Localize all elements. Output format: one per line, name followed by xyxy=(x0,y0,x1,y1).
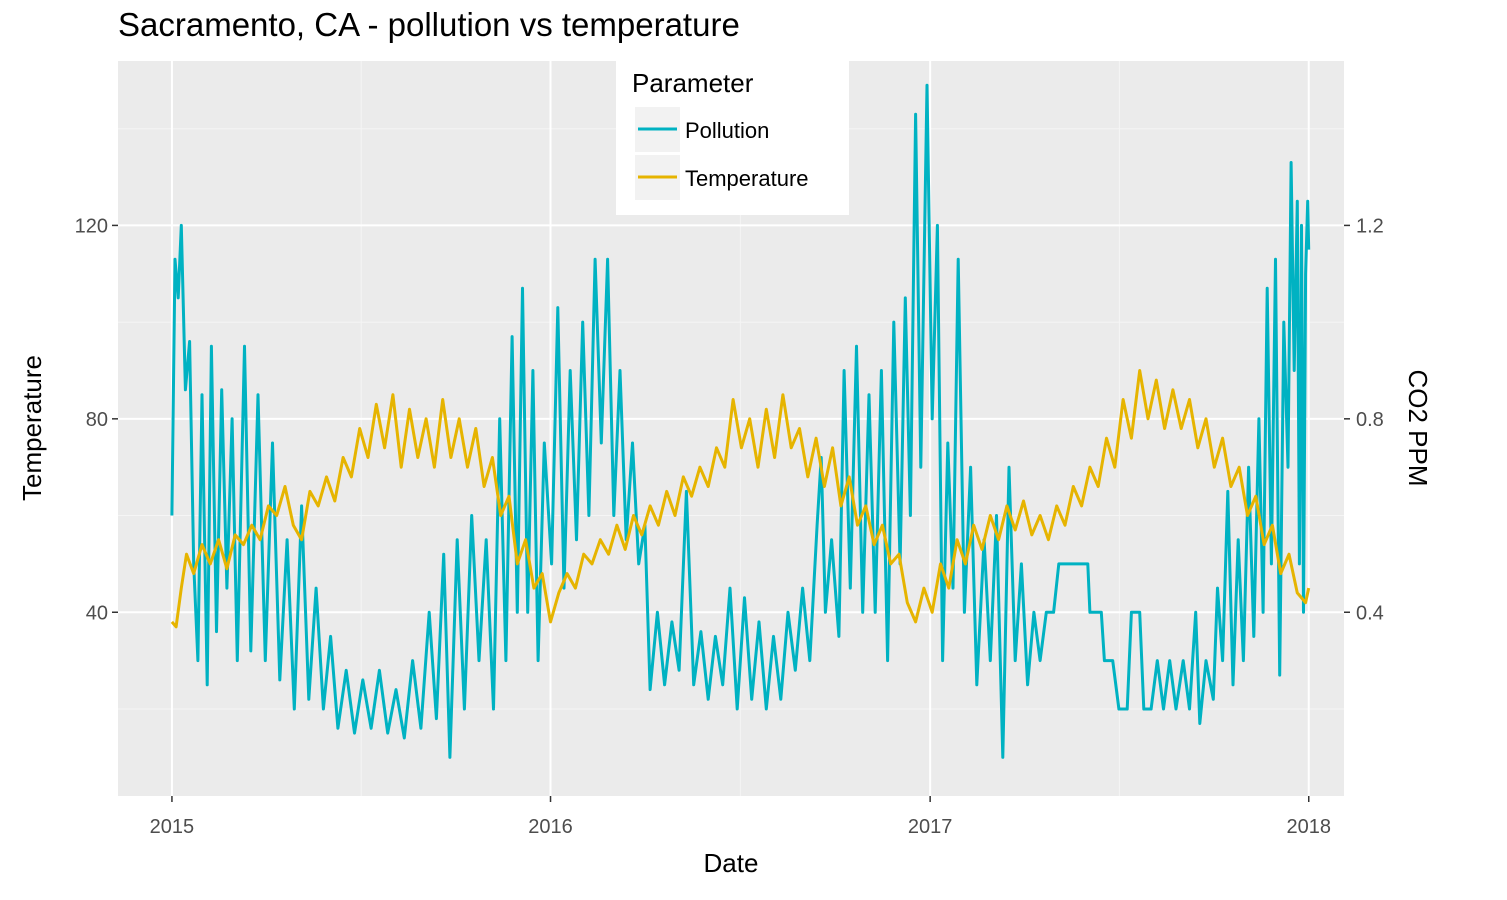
y-tick-label-left: 40 xyxy=(86,602,108,624)
y-tick-label-left: 80 xyxy=(86,409,108,431)
x-tick-label: 2018 xyxy=(1286,816,1331,838)
y-axis-title-left: Temperature xyxy=(17,355,47,501)
legend-items: Pollution Temperature xyxy=(635,107,809,200)
chart-title: Sacramento, CA - pollution vs temperatur… xyxy=(118,6,740,43)
series-layer xyxy=(170,83,1311,759)
y-axis-left: 40 80 120 xyxy=(75,215,118,624)
x-axis: 2015 2016 2017 2018 xyxy=(150,796,1331,838)
series-line-pollution xyxy=(170,83,1311,759)
x-tick-label: 2016 xyxy=(528,816,573,838)
y-axis-right: 0.4 0.8 1.2 xyxy=(1344,215,1384,624)
series-line-temperature xyxy=(170,369,1311,629)
legend-label-pollution: Pollution xyxy=(685,118,769,143)
x-axis-title: Date xyxy=(704,848,759,878)
y-tick-label-right: 0.4 xyxy=(1356,602,1384,624)
legend-title: Parameter xyxy=(632,68,754,98)
y-axis-title-right: CO2 PPM xyxy=(1403,369,1433,486)
y-tick-label-right: 1.2 xyxy=(1356,215,1384,237)
legend-label-temperature: Temperature xyxy=(685,166,809,191)
y-tick-label-right: 0.8 xyxy=(1356,409,1384,431)
x-tick-label: 2015 xyxy=(150,816,195,838)
y-tick-label-left: 120 xyxy=(75,215,108,237)
legend: Parameter Pollution Temperature xyxy=(616,60,849,215)
x-tick-label: 2017 xyxy=(908,816,953,838)
